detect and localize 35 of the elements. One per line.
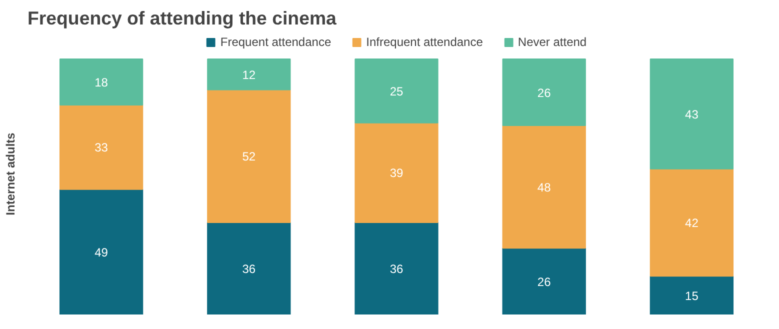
bar bbox=[354, 58, 438, 124]
data-label: 52 bbox=[242, 150, 256, 164]
bar bbox=[650, 168, 734, 277]
legend-label: Infrequent attendance bbox=[366, 35, 483, 49]
data-label: 43 bbox=[685, 107, 699, 122]
bar bbox=[207, 58, 291, 90]
data-label: 42 bbox=[685, 216, 699, 230]
bar bbox=[59, 188, 144, 314]
chart-title: Frequency of attending the cinema bbox=[28, 8, 338, 28]
data-label: 36 bbox=[242, 262, 256, 276]
data-label: 48 bbox=[537, 180, 552, 194]
data-label: 49 bbox=[94, 245, 108, 260]
data-label: 33 bbox=[94, 140, 108, 155]
legend-label: Frequent attendance bbox=[220, 35, 332, 49]
data-label: 26 bbox=[537, 274, 552, 289]
bar bbox=[650, 58, 734, 170]
data-label: 15 bbox=[685, 288, 699, 303]
bar bbox=[59, 58, 144, 106]
bar bbox=[502, 58, 586, 126]
data-label: 39 bbox=[390, 166, 404, 180]
bar bbox=[354, 222, 438, 314]
data-label: 12 bbox=[242, 68, 256, 82]
data-label: 25 bbox=[390, 84, 404, 98]
bar bbox=[59, 104, 144, 190]
bar bbox=[502, 248, 586, 314]
bar bbox=[502, 124, 586, 249]
y-axis-title: Internet adults bbox=[4, 132, 18, 216]
legend-label: Never attend bbox=[518, 35, 587, 49]
bar bbox=[354, 122, 438, 224]
bar bbox=[650, 276, 734, 314]
data-label: 36 bbox=[390, 262, 404, 276]
data-label: 18 bbox=[94, 76, 108, 90]
bar bbox=[207, 89, 291, 224]
data-label: 26 bbox=[537, 86, 552, 100]
bar bbox=[207, 222, 291, 314]
